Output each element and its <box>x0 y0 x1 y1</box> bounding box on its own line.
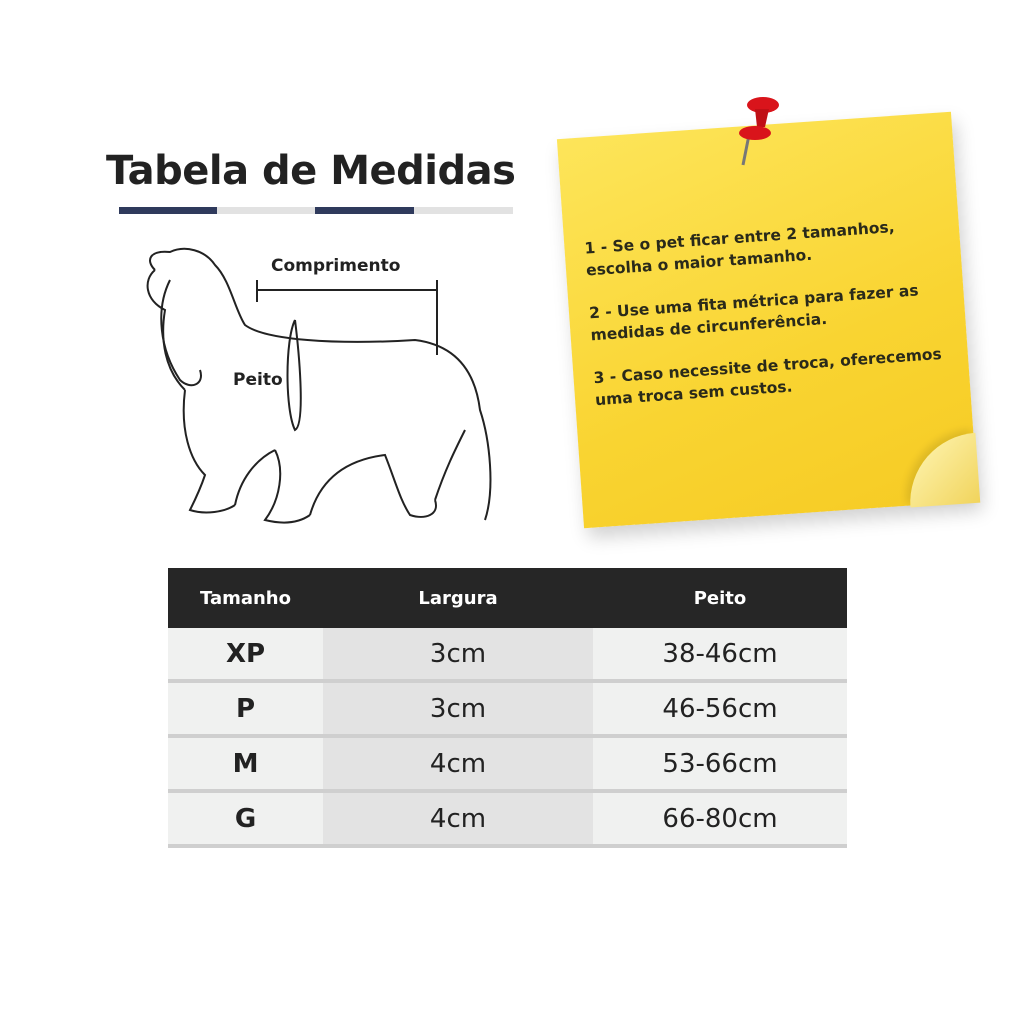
note-text: 1 - Se o pet ficar entre 2 tamanhos, esc… <box>584 212 962 432</box>
page-curl <box>905 432 981 508</box>
push-pin-icon <box>739 97 779 166</box>
peito-cell: 53-66cm <box>593 736 847 793</box>
table-row: M 4cm 53-66cm <box>168 736 847 793</box>
size-cell: M <box>168 736 323 793</box>
table-header: Tamanho Largura Peito <box>168 568 847 628</box>
note-item: 1 - Se o pet ficar entre 2 tamanhos, esc… <box>583 217 896 280</box>
largura-cell: 4cm <box>323 736 593 793</box>
peito-cell: 38-46cm <box>593 628 847 683</box>
note-item: 3 - Caso necessite de troca, oferecemos … <box>593 344 943 410</box>
header-largura: Largura <box>323 568 593 628</box>
largura-cell: 3cm <box>323 681 593 738</box>
sticky-note: 1 - Se o pet ficar entre 2 tamanhos, esc… <box>556 111 981 529</box>
size-cell: P <box>168 681 323 738</box>
table-row: P 3cm 46-56cm <box>168 681 847 738</box>
size-cell: G <box>168 791 323 848</box>
peito-label: Peito <box>233 370 283 390</box>
largura-cell: 4cm <box>323 791 593 848</box>
title-underline <box>315 207 414 214</box>
title-underline <box>119 207 217 214</box>
largura-cell: 3cm <box>323 628 593 683</box>
table-row: XP 3cm 38-46cm <box>168 628 847 683</box>
title-underline-light <box>414 207 513 214</box>
comprimento-label: Comprimento <box>271 256 401 276</box>
header-tamanho: Tamanho <box>168 568 323 628</box>
dog-illustration <box>146 247 492 524</box>
title-underline-light <box>217 207 315 214</box>
header-peito: Peito <box>593 568 847 628</box>
peito-cell: 66-80cm <box>593 791 847 848</box>
note-item: 2 - Use uma fita métrica para fazer as m… <box>588 281 920 345</box>
table-row: G 4cm 66-80cm <box>168 791 847 848</box>
size-cell: XP <box>168 628 323 683</box>
size-table: Tamanho Largura Peito XP 3cm 38-46cm P 3cm 4… <box>168 568 847 848</box>
page-title: Tabela de Medidas <box>106 148 516 194</box>
peito-cell: 46-56cm <box>593 681 847 738</box>
